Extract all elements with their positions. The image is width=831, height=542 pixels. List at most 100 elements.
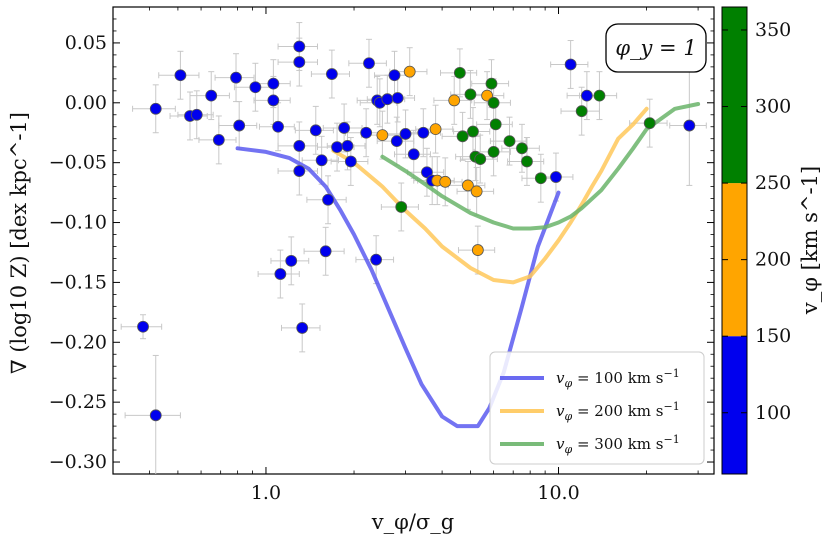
data-point bbox=[319, 245, 332, 258]
data-point bbox=[403, 65, 416, 78]
data-point bbox=[137, 320, 149, 333]
x-axis: 1.0 10.0 bbox=[112, 7, 699, 504]
data-point bbox=[315, 154, 328, 167]
data-point bbox=[149, 409, 162, 422]
data-point bbox=[395, 201, 408, 213]
data-point bbox=[149, 102, 162, 115]
model-curve-3 bbox=[380, 102, 701, 231]
data-point bbox=[521, 155, 533, 168]
data-point bbox=[174, 69, 187, 82]
data-point bbox=[456, 130, 469, 143]
colorbar-tick-label: 100 bbox=[755, 402, 791, 424]
data-point bbox=[487, 145, 500, 158]
y-tick-label: −0.10 bbox=[49, 212, 107, 234]
data-point bbox=[489, 118, 502, 131]
colorbar-tick-label: 250 bbox=[755, 172, 791, 194]
data-point bbox=[233, 119, 246, 132]
data-point bbox=[267, 77, 280, 90]
data-point bbox=[448, 94, 461, 107]
data-point bbox=[453, 66, 466, 79]
y-axis-title: ∇ (log10 Z) [dex kpc^-1] bbox=[7, 112, 31, 374]
data-point bbox=[467, 125, 479, 138]
y-tick-label: 0.05 bbox=[65, 32, 107, 54]
data-point bbox=[331, 141, 343, 154]
data-point bbox=[190, 108, 203, 121]
data-point bbox=[205, 89, 218, 102]
data-point bbox=[285, 254, 298, 267]
data-point bbox=[390, 135, 403, 148]
colorbar-tick-label: 150 bbox=[755, 325, 791, 347]
y-tick-label: −0.25 bbox=[49, 391, 107, 413]
y-tick-label: −0.15 bbox=[49, 271, 107, 293]
data-point bbox=[470, 185, 483, 198]
x-tick-label: 10.0 bbox=[537, 482, 579, 504]
data-point bbox=[360, 126, 373, 139]
data-point bbox=[249, 81, 262, 94]
x-axis-title: v_φ/σ_g bbox=[371, 510, 454, 534]
data-point bbox=[344, 155, 357, 168]
data-point bbox=[381, 93, 394, 106]
data-point bbox=[363, 57, 375, 70]
data-point bbox=[230, 71, 242, 84]
data-point bbox=[487, 96, 500, 109]
legend: vφ = 100 km s−1 vφ = 200 km s−1 vφ = 300 k… bbox=[489, 351, 705, 465]
colorbar-segment-3 bbox=[722, 7, 747, 184]
y-tick-label: −0.30 bbox=[49, 451, 107, 473]
data-point bbox=[516, 142, 528, 155]
data-points bbox=[137, 40, 696, 422]
data-point bbox=[683, 119, 696, 132]
data-point bbox=[293, 40, 306, 53]
data-point bbox=[534, 172, 547, 185]
data-point bbox=[593, 89, 606, 102]
data-point bbox=[325, 68, 338, 80]
data-point bbox=[309, 124, 322, 137]
data-point bbox=[267, 94, 280, 107]
data-point bbox=[417, 126, 430, 139]
data-point bbox=[212, 134, 225, 146]
data-point bbox=[421, 166, 433, 179]
data-point bbox=[391, 92, 404, 104]
data-point bbox=[580, 89, 593, 102]
data-point bbox=[550, 171, 562, 183]
colorbar-frame bbox=[721, 6, 748, 475]
data-point bbox=[388, 69, 401, 82]
data-point bbox=[429, 123, 442, 136]
colorbar: 100 150 200 250 300 350 bbox=[721, 6, 791, 475]
annotation-text: φ_y = 1 bbox=[615, 36, 696, 60]
colorbar-title: v_φ [km s^-1] bbox=[798, 166, 822, 315]
data-point bbox=[293, 56, 306, 68]
colorbar-tick-label: 350 bbox=[755, 19, 791, 41]
y-tick-label: −0.05 bbox=[49, 152, 107, 174]
colorbar-segment-1 bbox=[722, 336, 747, 474]
y-axis: 0.05 0.00 −0.05 −0.10 −0.15 −0.20 −0.25 −0.30 bbox=[49, 18, 714, 473]
data-point bbox=[274, 268, 287, 280]
data-point bbox=[272, 120, 284, 133]
data-point bbox=[575, 105, 588, 118]
legend-label-2: vφ = 200 km s−1 bbox=[556, 400, 680, 423]
data-point bbox=[293, 140, 306, 152]
data-point bbox=[439, 175, 452, 188]
data-point bbox=[399, 128, 412, 140]
data-point bbox=[643, 117, 656, 130]
y-tick-label: 0.00 bbox=[65, 92, 107, 114]
data-point bbox=[322, 193, 334, 206]
data-point bbox=[471, 244, 484, 256]
annotation-box bbox=[605, 23, 707, 73]
data-point bbox=[293, 165, 306, 177]
legend-label-3: vφ = 300 km s−1 bbox=[556, 433, 680, 456]
data-point bbox=[407, 148, 420, 161]
colorbar-tick-label: 300 bbox=[755, 96, 791, 118]
x-tick-label: 1.0 bbox=[251, 482, 281, 504]
data-point bbox=[341, 140, 354, 152]
legend-label-1: vφ = 100 km s−1 bbox=[556, 367, 680, 390]
data-point bbox=[296, 322, 309, 334]
data-point bbox=[461, 179, 474, 192]
data-point bbox=[503, 135, 516, 148]
data-point bbox=[474, 153, 487, 165]
data-point bbox=[564, 58, 577, 71]
data-point bbox=[376, 129, 389, 142]
data-point bbox=[370, 253, 383, 266]
data-point bbox=[485, 77, 498, 90]
phi-annotation: φ_y = 1 bbox=[605, 23, 707, 73]
